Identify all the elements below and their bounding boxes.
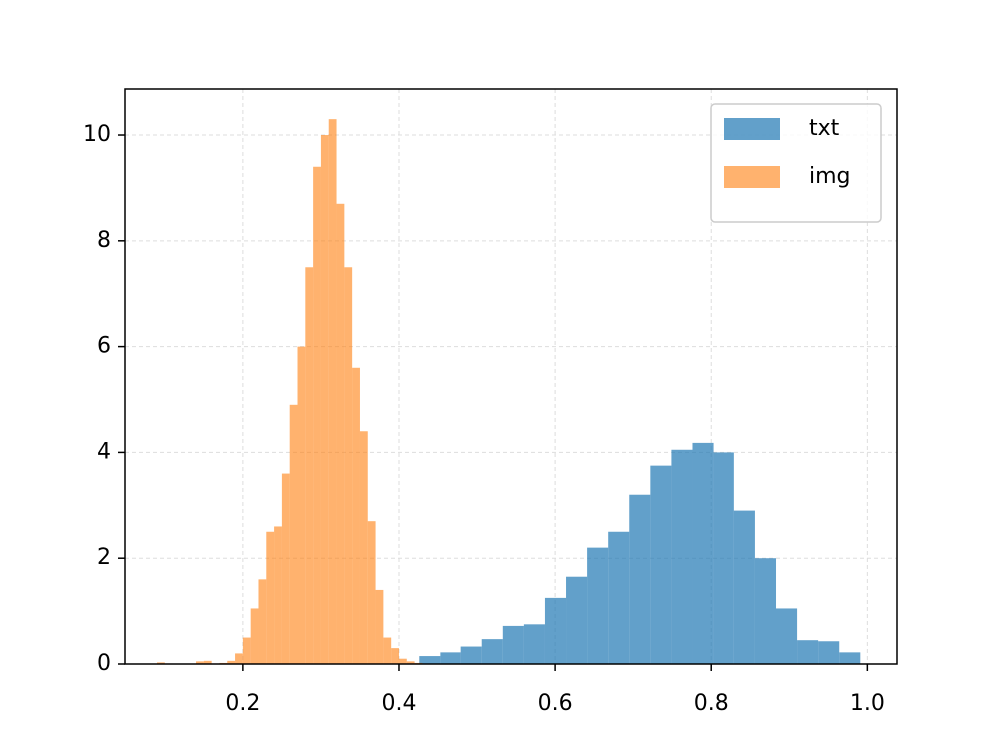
histogram-bar <box>713 452 734 664</box>
histogram-bar <box>344 267 353 664</box>
histogram-bar <box>587 547 609 664</box>
histogram-bar <box>250 608 259 664</box>
histogram-bar <box>566 576 588 664</box>
histogram-bar <box>776 608 798 664</box>
plot-frame <box>124 88 898 665</box>
histogram-bar <box>289 404 298 664</box>
legend-swatch <box>724 118 780 140</box>
y-tick-label: 8 <box>97 228 111 253</box>
histogram-bar <box>406 661 415 664</box>
legend-label: txt <box>809 116 840 141</box>
histogram-bar <box>481 639 503 664</box>
histogram-bar <box>313 166 321 664</box>
histogram-bar <box>692 442 714 664</box>
histogram-bar <box>375 589 384 664</box>
x-tick-label: 0.2 <box>225 691 260 716</box>
histogram-bar <box>305 267 314 664</box>
histogram-bar <box>391 648 399 664</box>
y-tick-label: 10 <box>83 122 111 147</box>
x-tick-label: 0.8 <box>694 691 729 716</box>
histogram-bar <box>336 203 345 665</box>
histogram-bar <box>359 431 368 664</box>
histogram-bar <box>629 494 651 664</box>
y-tick-label: 0 <box>97 651 111 676</box>
legend-label: img <box>809 164 851 189</box>
x-tick-label: 0.4 <box>381 691 416 716</box>
histogram-bar <box>352 367 360 664</box>
histogram-bar <box>754 558 777 664</box>
histogram-bar <box>460 646 482 664</box>
histogram-bar <box>797 640 819 664</box>
histogram-bar <box>196 661 204 664</box>
histogram-bar <box>157 662 165 664</box>
histogram-bar <box>266 531 275 664</box>
histogram-bar <box>398 658 407 664</box>
y-tick-label: 2 <box>97 545 111 570</box>
y-tick-label: 4 <box>97 439 111 464</box>
histogram-bar <box>367 521 376 664</box>
histogram-bar <box>839 652 861 664</box>
histogram-bar <box>383 637 392 664</box>
histogram-bar <box>544 597 567 664</box>
histogram-bar <box>419 656 441 664</box>
histogram-bar <box>274 526 282 664</box>
histogram-bar <box>502 625 524 664</box>
histogram-bar <box>258 579 267 664</box>
histogram-bar <box>235 653 243 664</box>
histogram-bar <box>328 119 337 664</box>
histogram-bar <box>242 637 251 664</box>
x-tick-label: 1.0 <box>850 691 885 716</box>
histogram-bar <box>733 510 755 664</box>
histogram-bar <box>281 473 290 664</box>
histogram-bar <box>320 135 329 664</box>
legend-swatch <box>724 166 780 188</box>
y-tick-label: 6 <box>97 334 111 359</box>
histogram-bar <box>203 660 212 664</box>
histogram-bar <box>440 652 461 664</box>
histogram-bar <box>608 531 630 664</box>
x-tick-label: 0.6 <box>538 691 573 716</box>
histogram-bar <box>227 660 236 664</box>
histogram-bar <box>650 465 672 664</box>
histogram-bar <box>297 346 306 664</box>
histogram-bar <box>523 624 545 664</box>
histogram-bar <box>671 449 693 664</box>
histogram-bar <box>818 641 840 664</box>
